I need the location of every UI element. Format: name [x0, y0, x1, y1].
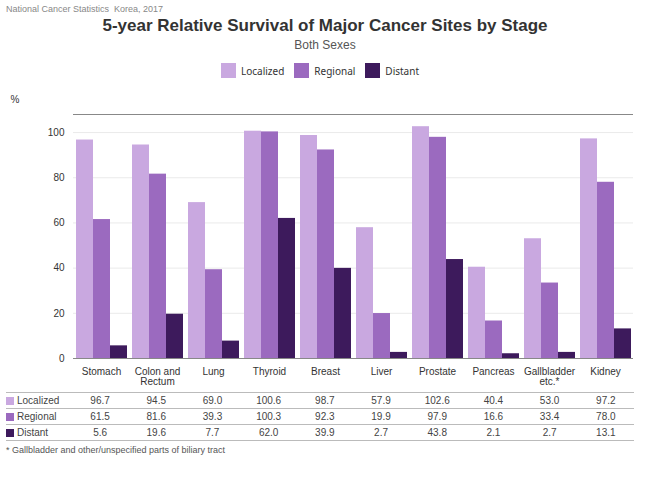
html-text:13.1: 13.1	[596, 427, 616, 438]
svg-text:Lung: Lung	[202, 366, 224, 377]
html-text:16.6: 16.6	[483, 411, 504, 422]
svg-text:Thyroid: Thyroid	[253, 366, 286, 377]
html-text:69.0: 69.0	[202, 395, 223, 406]
html-text:19.9: 19.9	[371, 411, 391, 422]
svg-text:Stomach: Stomach	[82, 366, 121, 377]
html-text:100.6: 100.6	[256, 395, 282, 406]
html-text:19.6: 19.6	[146, 427, 166, 438]
html-text:102.6: 102.6	[424, 395, 450, 406]
html-text:81.6: 81.6	[146, 411, 166, 422]
svg-text:Kidney: Kidney	[590, 366, 621, 377]
svg-text:80: 80	[53, 172, 65, 183]
html-text:40.4: 40.4	[483, 395, 504, 406]
html-text:Regional: Regional	[17, 411, 57, 422]
svg-text:60: 60	[53, 217, 65, 228]
html-text:78.0: 78.0	[596, 411, 616, 422]
svg-text:Liver: Liver	[371, 366, 393, 377]
html-text:7.7: 7.7	[205, 427, 220, 438]
html-text:57.9: 57.9	[371, 395, 391, 406]
html-text:33.4: 33.4	[539, 411, 560, 422]
html-text:62.0: 62.0	[258, 427, 279, 438]
html-text:39.3: 39.3	[202, 411, 223, 422]
html-text:2.7: 2.7	[542, 427, 557, 438]
html-text:92.3: 92.3	[315, 411, 335, 422]
html-text:Both Sexes: Both Sexes	[294, 38, 356, 52]
html-text:Localized: Localized	[241, 63, 285, 78]
html-text:5-year Relative Survival of Ma: 5-year Relative Survival of Major Cancer…	[102, 16, 548, 35]
html-text:National Cancer Statistics Kor: National Cancer Statistics Korea, 2017	[6, 4, 164, 14]
svg-text:Pancreas: Pancreas	[472, 366, 514, 377]
html-text:96.7: 96.7	[90, 395, 110, 406]
svg-text:Breast: Breast	[311, 366, 340, 377]
html-text:* Gallbladder and other/unspec: * Gallbladder and other/unspecified part…	[6, 445, 226, 455]
svg-text:100: 100	[48, 127, 65, 138]
svg-text:20: 20	[53, 308, 65, 319]
html-text:2.7: 2.7	[374, 427, 388, 438]
html-text:Regional: Regional	[314, 63, 356, 78]
html-text:Localized: Localized	[17, 395, 60, 406]
html-text:39.9: 39.9	[315, 427, 335, 438]
html-text:97.9: 97.9	[427, 411, 447, 422]
html-text:53.0: 53.0	[539, 395, 560, 406]
html-text:Distant: Distant	[17, 427, 49, 438]
html-text:61.5: 61.5	[90, 411, 110, 422]
html-text:100.3: 100.3	[256, 411, 282, 422]
svg-text:Gallbladderetc.*: Gallbladderetc.*	[524, 366, 576, 387]
svg-text:%: %	[11, 94, 20, 105]
html-text:94.5: 94.5	[146, 395, 166, 406]
svg-text:0: 0	[59, 353, 65, 364]
html-text:43.8: 43.8	[427, 427, 447, 438]
svg-text:40: 40	[53, 262, 65, 273]
html-text:97.2: 97.2	[596, 395, 616, 406]
html-text:2.1: 2.1	[486, 427, 501, 438]
html-text:98.7: 98.7	[315, 395, 335, 406]
html-text:5.6: 5.6	[93, 427, 107, 438]
svg-text:Colon andRectum: Colon andRectum	[135, 366, 181, 387]
html-text:Distant: Distant	[385, 63, 419, 78]
svg-text:Prostate: Prostate	[419, 366, 457, 377]
